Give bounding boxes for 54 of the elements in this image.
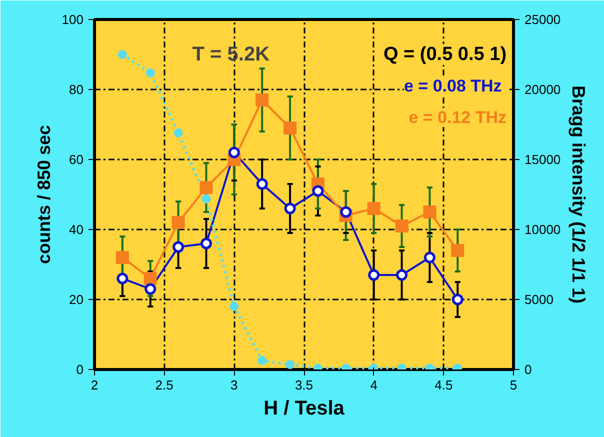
point xyxy=(172,241,184,253)
point xyxy=(172,216,185,229)
text: e = 0.12 THz xyxy=(408,108,507,127)
y-tick-label: 40 xyxy=(69,222,84,237)
point xyxy=(284,202,296,214)
y-tick-label: 100 xyxy=(62,12,84,27)
point xyxy=(200,181,213,194)
point xyxy=(144,272,157,285)
y2-tick-label: 20000 xyxy=(524,82,561,97)
point xyxy=(230,302,239,311)
x-tick-label: 4 xyxy=(370,378,378,392)
y-tick-label: 0 xyxy=(76,362,84,377)
y2-tick-label: 15000 xyxy=(524,152,561,167)
point xyxy=(200,238,212,250)
y-tick-label: 20 xyxy=(69,292,84,307)
annotation: Q = (0.5 0.5 1) xyxy=(383,44,507,65)
y2-tick-label: 10000 xyxy=(524,222,561,237)
point xyxy=(174,128,183,138)
text: e = 0.08 THz xyxy=(404,76,502,96)
y2-tick-label: 5000 xyxy=(524,292,554,307)
point xyxy=(368,269,380,281)
point xyxy=(340,206,352,218)
y2-axis-title: Bragg intensity (1/2 1/1 1) xyxy=(568,85,589,304)
point xyxy=(256,94,269,106)
y-axis-title: counts / 850 sec xyxy=(34,124,54,264)
x-tick-label: 3 xyxy=(230,378,238,392)
y-tick-label: 60 xyxy=(69,152,84,167)
point xyxy=(228,146,240,158)
annotation: T = 5.2K xyxy=(192,44,270,66)
point xyxy=(396,269,408,281)
x-tick-label: 2.5 xyxy=(155,378,174,392)
point xyxy=(451,244,464,257)
x-tick-label: 3.5 xyxy=(294,378,314,392)
point xyxy=(284,122,297,134)
point xyxy=(312,185,324,197)
point xyxy=(146,68,155,78)
y-tick-label: 80 xyxy=(69,82,84,97)
point xyxy=(116,251,129,264)
point xyxy=(424,252,436,264)
point xyxy=(423,206,436,218)
x-tick-label: 5 xyxy=(510,378,518,392)
point xyxy=(202,194,211,204)
point xyxy=(144,283,156,295)
x-axis-title: H / Tesla xyxy=(264,398,346,420)
point xyxy=(116,272,128,284)
point xyxy=(395,220,408,232)
x-tick-label: 4.5 xyxy=(434,378,453,392)
point xyxy=(118,50,127,59)
point xyxy=(256,178,268,190)
y2-tick-label: 0 xyxy=(524,362,532,377)
x-tick-label: 2 xyxy=(90,378,98,392)
point xyxy=(367,202,380,215)
y2-tick-label: 25000 xyxy=(524,12,561,27)
point xyxy=(452,294,464,306)
